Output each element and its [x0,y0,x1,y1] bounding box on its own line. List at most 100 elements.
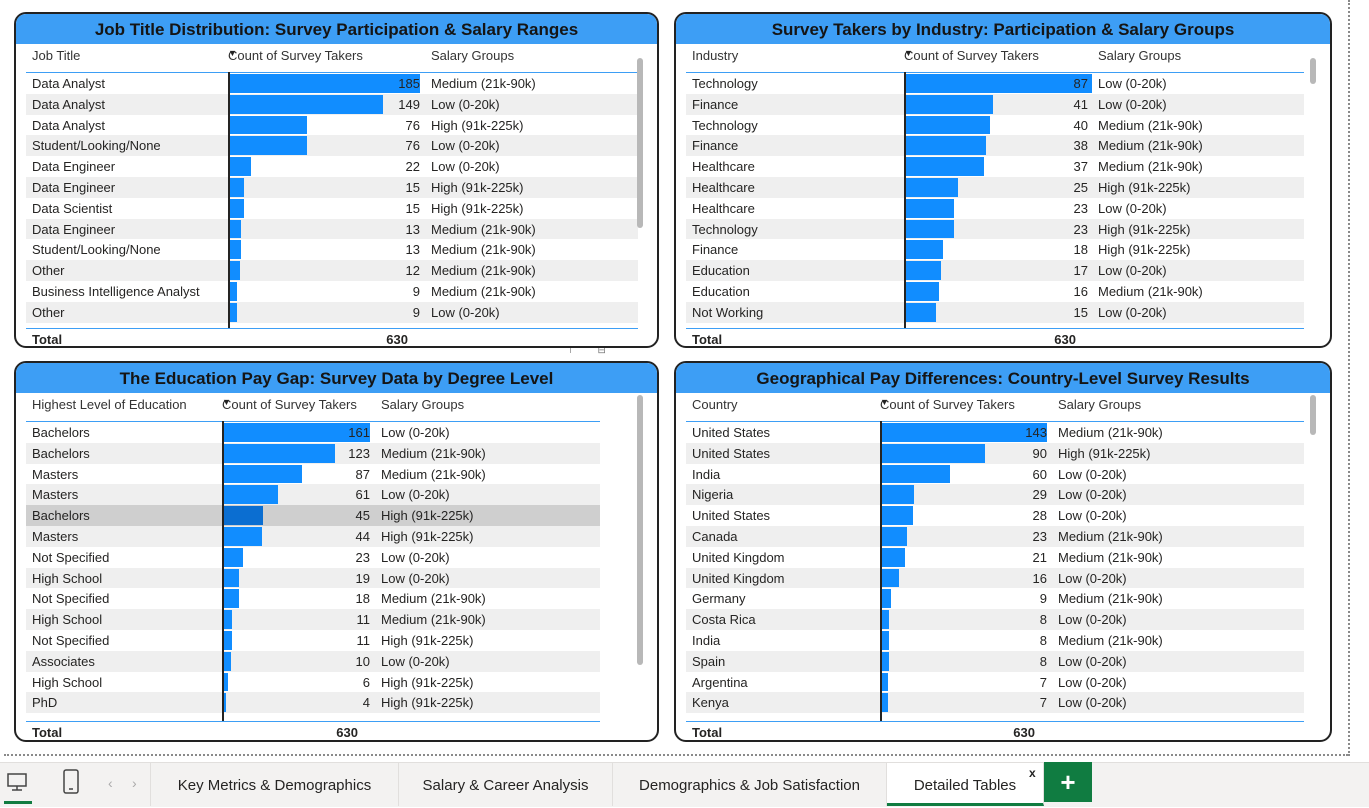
table-visual-2[interactable]: Survey Takers by Industry: Participation… [674,12,1332,348]
table-row[interactable]: India 60 Low (0-20k) [686,464,1304,485]
sort-descending-icon[interactable]: ▼ [904,48,913,58]
tab-demographics-job[interactable]: Demographics & Job Satisfaction [613,763,887,806]
table-row[interactable]: Data Engineer 22 Low (0-20k) [26,156,638,177]
column-header-2[interactable]: Count of Survey Takers [222,397,357,412]
sort-descending-icon[interactable]: ▼ [228,48,237,58]
table-row[interactable]: Spain 8 Low (0-20k) [686,650,1304,672]
table-row[interactable]: United States 28 Low (0-20k) [686,505,1304,526]
table-visual-1[interactable]: Job Title Distribution: Survey Participa… [14,12,659,348]
tab-key-metrics[interactable]: Key Metrics & Demographics [151,763,399,806]
tab-salary-career[interactable]: Salary & Career Analysis [399,763,613,806]
table-row[interactable]: Data Analyst 149 Low (0-20k) [26,93,638,115]
table-row[interactable]: Not Working 15 Low (0-20k) [686,301,1304,323]
column-header-3[interactable]: Salary Groups [431,48,515,63]
table-row[interactable]: Healthcare 23 Low (0-20k) [686,198,1304,219]
table-row[interactable]: Bachelors 123 Medium (21k-90k) [26,442,600,464]
data-bar [880,547,905,567]
desktop-icon[interactable] [6,771,28,798]
table-row[interactable]: Technology 23 High (91k-225k) [686,218,1304,240]
column-header-2[interactable]: Count of Survey Takers [228,48,363,63]
count-cell: 41 [1073,96,1088,112]
table-row[interactable]: United Kingdom 21 Medium (21k-90k) [686,547,1304,568]
table-row[interactable]: United States 143 Medium (21k-90k) [686,422,1304,443]
table-row[interactable]: PhD 4 High (91k-225k) [26,692,600,714]
table-row[interactable]: Business Intelligence Analyst 9 Medium (21… [26,281,638,302]
chevron-right-icon[interactable]: › [132,775,137,791]
table-row[interactable]: Healthcare 37 Medium (21k-90k) [686,156,1304,177]
table-visual-4[interactable]: Geographical Pay Differences: Country-Le… [674,361,1332,742]
table-row[interactable]: Not Specified 18 Medium (21k-90k) [26,588,600,609]
table-row[interactable]: United States 90 High (91k-225k) [686,442,1304,464]
table-row[interactable]: Technology 87 Low (0-20k) [686,73,1304,94]
column-header-3[interactable]: Salary Groups [1098,48,1182,63]
vertical-scrollbar[interactable] [1310,395,1316,435]
column-header-1[interactable]: Highest Level of Education [32,397,187,412]
table-row[interactable]: Not Specified 23 Low (0-20k) [26,547,600,568]
table-row[interactable]: High School 11 Medium (21k-90k) [26,609,600,630]
table-row[interactable]: Masters 87 Medium (21k-90k) [26,464,600,485]
column-header-2[interactable]: Count of Survey Takers [880,397,1015,412]
table-row[interactable]: Bachelors 161 Low (0-20k) [26,422,600,443]
table-row[interactable]: Nigeria 29 Low (0-20k) [686,484,1304,506]
canvas-border-right [1348,0,1350,756]
table-row[interactable]: Data Engineer 13 Medium (21k-90k) [26,218,638,240]
table-row[interactable]: Education 17 Low (0-20k) [686,260,1304,281]
table-row[interactable]: Education 16 Medium (21k-90k) [686,281,1304,302]
table-row[interactable]: Student/Looking/None 76 Low (0-20k) [26,135,638,157]
table-row[interactable]: Student/Looking/None 13 Medium (21k-90k) [26,239,638,260]
total-row: Total 630 [26,721,600,740]
table-row[interactable]: Kenya 7 Low (0-20k) [686,692,1304,714]
table-row[interactable]: Other 9 Low (0-20k) [26,301,638,323]
sort-descending-icon[interactable]: ▼ [222,397,231,407]
table-row[interactable]: Associates 10 Low (0-20k) [26,650,600,672]
table-row[interactable]: High School 6 High (91k-225k) [26,672,600,693]
chevron-left-icon[interactable]: ‹ [108,775,113,791]
table-row[interactable]: India 8 Medium (21k-90k) [686,630,1304,651]
salary-group-cell: Medium (21k-90k) [431,242,536,258]
table-row[interactable]: Argentina 7 Low (0-20k) [686,672,1304,693]
salary-group-cell: Low (0-20k) [1058,674,1127,690]
table-row[interactable]: Not Specified 11 High (91k-225k) [26,630,600,651]
table-row[interactable]: Bachelors 45 High (91k-225k) [26,505,600,526]
tab-detailed-tables[interactable]: Detailed Tables [887,763,1044,806]
salary-group-cell: Medium (21k-90k) [381,466,486,482]
count-cell: 18 [1073,242,1088,258]
column-header-1[interactable]: Industry [692,48,739,63]
column-header-1[interactable]: Job Title [32,48,81,63]
table-row[interactable]: Masters 61 Low (0-20k) [26,484,600,506]
column-header-2[interactable]: Count of Survey Takers [904,48,1039,63]
salary-group-cell: High (91k-225k) [431,117,524,133]
table-row[interactable]: Costa Rica 8 Low (0-20k) [686,609,1304,630]
vertical-scrollbar[interactable] [1310,58,1316,84]
table-row[interactable]: Germany 9 Medium (21k-90k) [686,588,1304,609]
table-row[interactable]: High School 19 Low (0-20k) [26,567,600,589]
vertical-scrollbar[interactable] [637,58,643,228]
column-header-1[interactable]: Country [692,397,738,412]
column-header-3[interactable]: Salary Groups [381,397,465,412]
table-row[interactable]: Finance 41 Low (0-20k) [686,93,1304,115]
table-row[interactable]: Data Engineer 15 High (91k-225k) [26,176,638,198]
vertical-scrollbar[interactable] [637,395,643,665]
count-cell: 23 [1032,528,1047,544]
table-row[interactable]: Data Scientist 15 High (91k-225k) [26,198,638,219]
count-cell: 19 [355,570,370,586]
close-tab-icon[interactable]: x [1029,766,1036,780]
table-row[interactable]: Canada 23 Medium (21k-90k) [686,525,1304,547]
table-row[interactable]: Other 12 Medium (21k-90k) [26,260,638,281]
add-page-button[interactable]: + [1044,762,1092,802]
sort-descending-icon[interactable]: ▼ [880,397,889,407]
phone-icon[interactable] [62,769,80,800]
table-row[interactable]: Data Analyst 185 Medium (21k-90k) [26,73,638,94]
column-header-3[interactable]: Salary Groups [1058,397,1142,412]
table-row[interactable]: Data Analyst 76 High (91k-225k) [26,115,638,136]
table-row[interactable]: Technology 40 Medium (21k-90k) [686,115,1304,136]
count-cell: 11 [356,612,371,628]
count-cell: 23 [1073,221,1088,237]
table-visual-3[interactable]: The Education Pay Gap: Survey Data by De… [14,361,659,742]
table-header: Job Title Count of Survey Takers Salary Gr… [26,46,638,72]
table-row[interactable]: Healthcare 25 High (91k-225k) [686,176,1304,198]
table-row[interactable]: Masters 44 High (91k-225k) [26,525,600,547]
table-row[interactable]: Finance 38 Medium (21k-90k) [686,135,1304,157]
table-row[interactable]: United Kingdom 16 Low (0-20k) [686,567,1304,589]
table-row[interactable]: Finance 18 High (91k-225k) [686,239,1304,260]
